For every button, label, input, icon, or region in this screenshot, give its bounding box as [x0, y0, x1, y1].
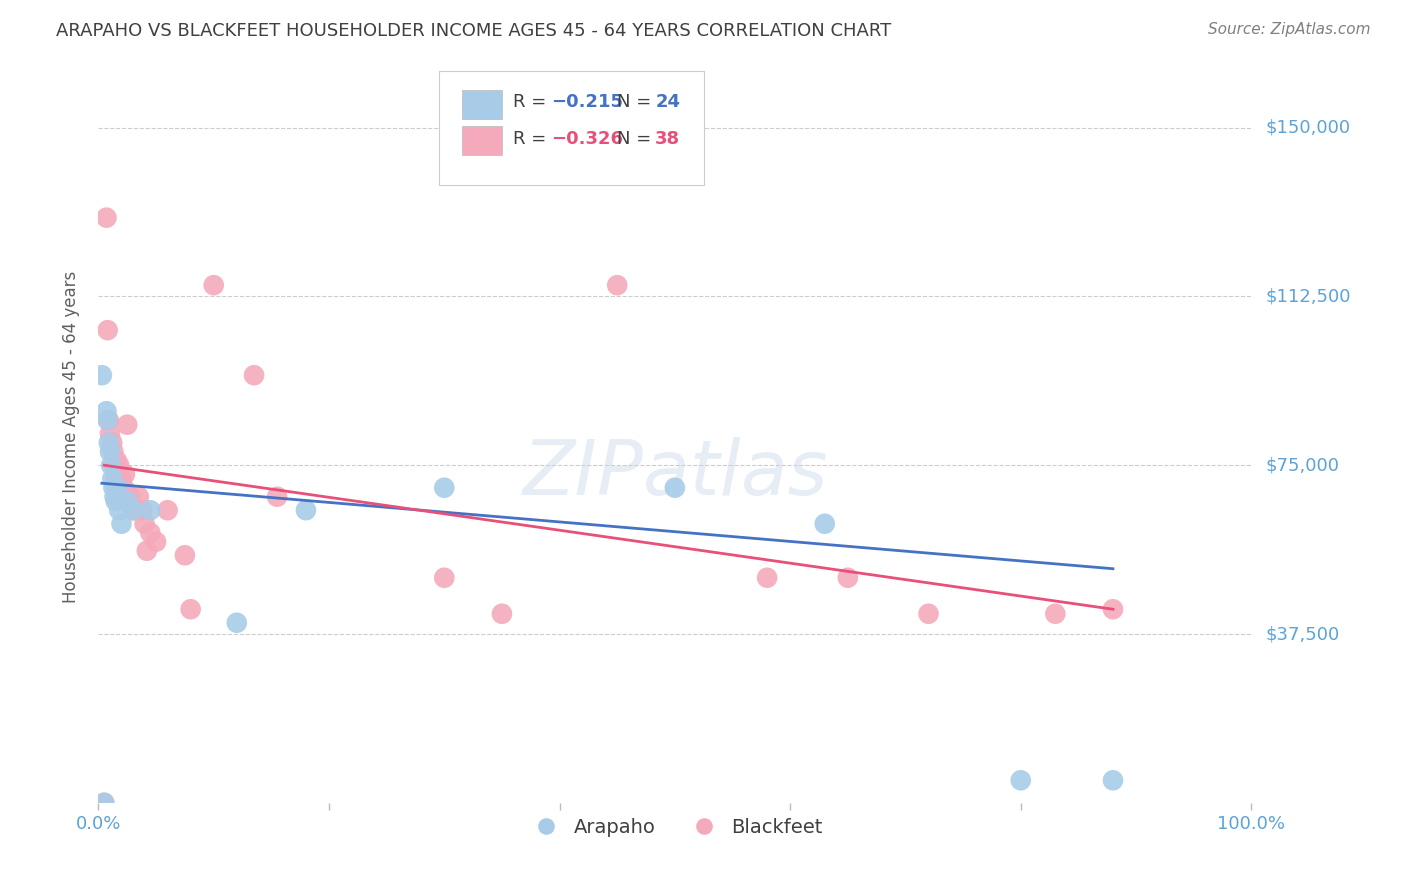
- Text: $37,500: $37,500: [1265, 625, 1340, 643]
- Text: $75,000: $75,000: [1265, 456, 1340, 475]
- Point: [135, 543, 157, 558]
- FancyBboxPatch shape: [439, 71, 704, 185]
- Text: R =: R =: [513, 93, 553, 112]
- Point: [491, 607, 513, 621]
- Point: [90, 368, 112, 383]
- Point: [1102, 773, 1125, 788]
- Point: [107, 472, 129, 486]
- Point: [180, 602, 202, 616]
- Text: −0.215: −0.215: [551, 93, 623, 112]
- Text: $112,500: $112,500: [1265, 287, 1351, 305]
- Point: [266, 490, 288, 504]
- Point: [97, 435, 120, 450]
- Point: [97, 413, 120, 427]
- Point: [433, 571, 456, 585]
- Point: [101, 435, 124, 450]
- Point: [108, 503, 131, 517]
- Point: [243, 368, 266, 383]
- Point: [1102, 602, 1125, 616]
- Text: 24: 24: [655, 93, 681, 112]
- Point: [103, 458, 125, 473]
- Point: [117, 417, 139, 432]
- Point: [93, 796, 115, 810]
- Text: N =: N =: [617, 129, 657, 148]
- Text: −0.326: −0.326: [551, 129, 623, 148]
- Point: [606, 278, 628, 293]
- Text: R =: R =: [513, 129, 553, 148]
- Point: [120, 490, 142, 504]
- Text: 38: 38: [655, 129, 681, 148]
- Point: [97, 413, 120, 427]
- Point: [814, 516, 837, 531]
- Point: [295, 503, 318, 517]
- Text: N =: N =: [617, 93, 657, 112]
- Point: [156, 503, 179, 517]
- Point: [98, 444, 121, 458]
- FancyBboxPatch shape: [461, 126, 502, 155]
- Point: [110, 516, 132, 531]
- Point: [139, 525, 162, 540]
- Point: [96, 211, 118, 225]
- Point: [101, 472, 124, 486]
- Point: [134, 516, 156, 531]
- Point: [202, 278, 225, 293]
- Legend: Arapaho, Blackfeet: Arapaho, Blackfeet: [519, 810, 831, 845]
- Point: [225, 615, 247, 630]
- Point: [122, 503, 145, 517]
- Text: $150,000: $150,000: [1265, 119, 1350, 136]
- Point: [174, 548, 197, 562]
- Point: [105, 481, 128, 495]
- Text: ARAPAHO VS BLACKFEET HOUSEHOLDER INCOME AGES 45 - 64 YEARS CORRELATION CHART: ARAPAHO VS BLACKFEET HOUSEHOLDER INCOME …: [56, 22, 891, 40]
- Point: [837, 571, 859, 585]
- Point: [110, 472, 132, 486]
- Point: [122, 503, 145, 517]
- Point: [139, 503, 162, 517]
- Point: [117, 494, 139, 508]
- Point: [103, 490, 125, 504]
- Point: [93, 796, 115, 810]
- Point: [114, 467, 136, 482]
- Point: [103, 481, 125, 495]
- Text: ZIPatlas: ZIPatlas: [522, 437, 828, 510]
- FancyBboxPatch shape: [461, 90, 502, 119]
- Point: [131, 503, 153, 517]
- Point: [108, 458, 131, 473]
- Point: [128, 490, 150, 504]
- Point: [112, 481, 135, 495]
- Point: [97, 323, 120, 337]
- Point: [96, 404, 118, 418]
- Point: [100, 458, 122, 473]
- Point: [104, 472, 127, 486]
- Point: [145, 534, 167, 549]
- Point: [433, 481, 456, 495]
- Point: [105, 453, 128, 467]
- Point: [756, 571, 779, 585]
- Point: [1010, 773, 1032, 788]
- Point: [917, 607, 939, 621]
- Point: [104, 494, 127, 508]
- Text: Source: ZipAtlas.com: Source: ZipAtlas.com: [1208, 22, 1371, 37]
- Point: [664, 481, 686, 495]
- Point: [103, 444, 125, 458]
- Point: [98, 426, 121, 441]
- Point: [1045, 607, 1067, 621]
- Y-axis label: Householder Income Ages 45 - 64 years: Householder Income Ages 45 - 64 years: [62, 271, 80, 603]
